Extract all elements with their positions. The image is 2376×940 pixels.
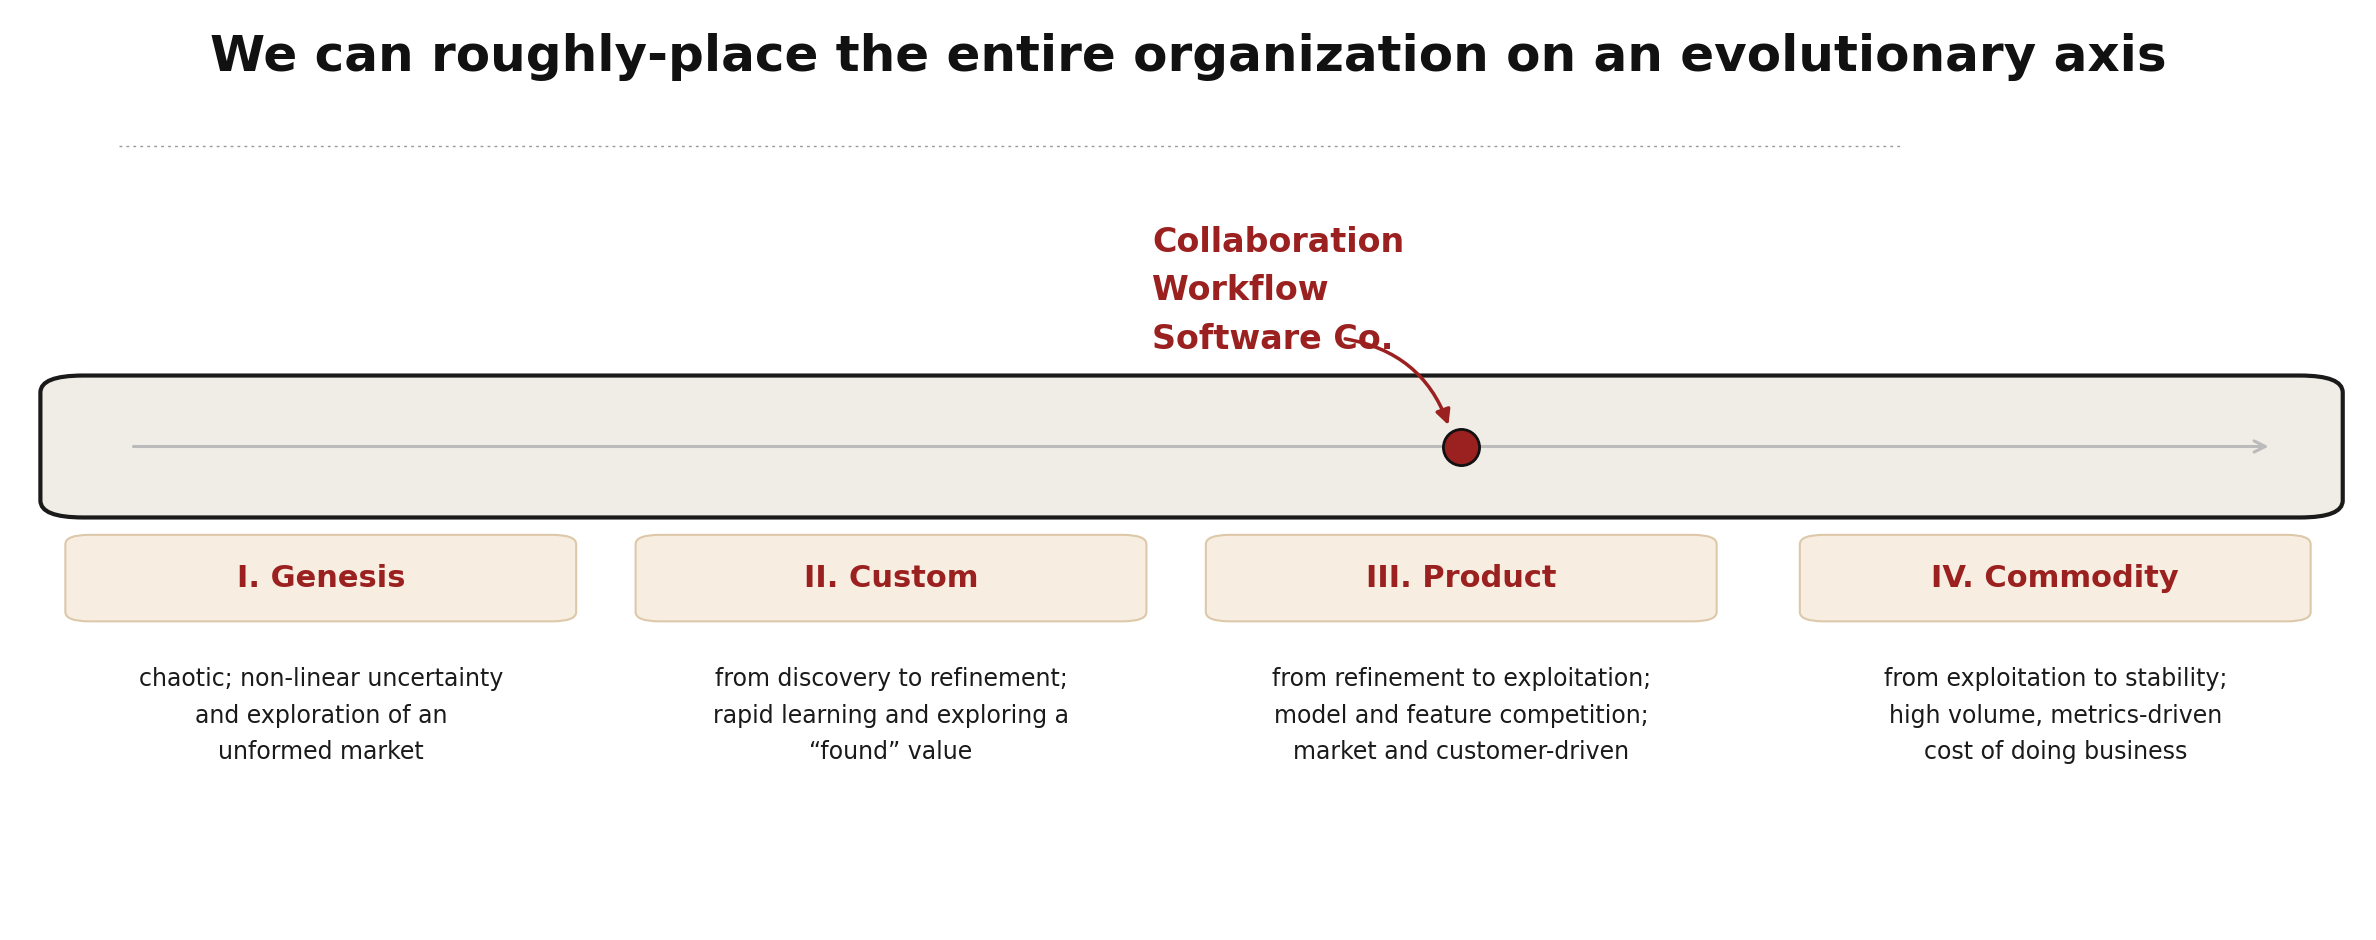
FancyBboxPatch shape bbox=[634, 535, 1145, 621]
Text: IV. Commodity: IV. Commodity bbox=[1932, 564, 2179, 592]
Text: Collaboration
Workflow
Software Co.: Collaboration Workflow Software Co. bbox=[1152, 226, 1404, 356]
Text: III. Product: III. Product bbox=[1366, 564, 1556, 592]
Text: I. Genesis: I. Genesis bbox=[238, 564, 404, 592]
FancyBboxPatch shape bbox=[40, 375, 2343, 517]
Text: from exploitation to stability;
high volume, metrics-driven
cost of doing busine: from exploitation to stability; high vol… bbox=[1884, 667, 2226, 764]
Text: from discovery to refinement;
rapid learning and exploring a
“found” value: from discovery to refinement; rapid lear… bbox=[713, 667, 1069, 764]
Text: from refinement to exploitation;
model and feature competition;
market and custo: from refinement to exploitation; model a… bbox=[1271, 667, 1651, 764]
Text: II. Custom: II. Custom bbox=[803, 564, 979, 592]
FancyBboxPatch shape bbox=[1801, 535, 2309, 621]
FancyBboxPatch shape bbox=[67, 535, 575, 621]
FancyBboxPatch shape bbox=[1205, 535, 1715, 621]
Text: chaotic; non-linear uncertainty
and exploration of an
unformed market: chaotic; non-linear uncertainty and expl… bbox=[138, 667, 504, 764]
Text: We can roughly-place the entire organization on an evolutionary axis: We can roughly-place the entire organiza… bbox=[209, 33, 2167, 81]
